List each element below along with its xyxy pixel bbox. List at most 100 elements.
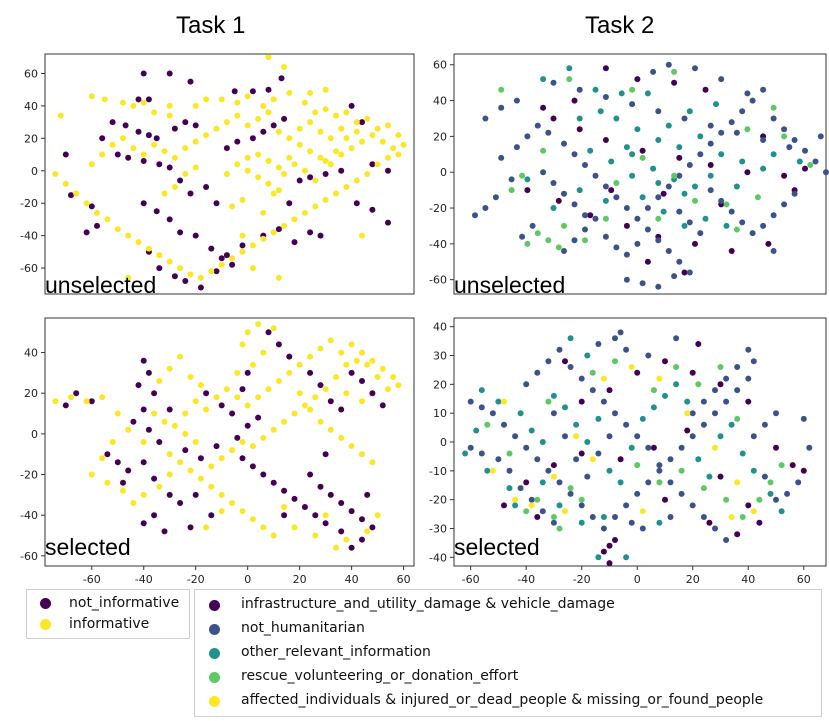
y-tick-label: 40 <box>433 321 447 334</box>
y-tick-label: -10 <box>429 465 447 478</box>
scatter-point <box>400 141 407 148</box>
scatter-point <box>562 358 568 365</box>
scatter-point <box>99 135 106 142</box>
scatter-point <box>571 237 578 244</box>
scatter-point <box>578 398 585 405</box>
scatter-point <box>166 112 173 119</box>
scatter-point <box>260 209 267 216</box>
scatter-point <box>161 528 168 535</box>
scatter-point <box>750 358 757 365</box>
scatter-point <box>62 151 69 158</box>
scatter-point <box>369 357 376 364</box>
scatter-point <box>156 483 163 490</box>
scatter-point <box>467 398 474 405</box>
scatter-point <box>791 137 798 143</box>
scatter-point <box>291 161 298 168</box>
scatter-point <box>270 190 277 197</box>
scatter-point <box>718 129 725 136</box>
scatter-point <box>734 387 741 394</box>
legend-marker-icon <box>40 598 51 609</box>
scatter-point <box>192 164 199 171</box>
scatter-point <box>629 101 636 108</box>
scatter-point <box>623 421 630 428</box>
scatter-point <box>153 135 160 142</box>
scatter-point <box>151 475 158 482</box>
scatter-point <box>550 519 557 526</box>
scatter-point <box>734 415 741 422</box>
scatter-point <box>697 230 704 237</box>
scatter-point <box>628 519 635 526</box>
y-tick-label: -40 <box>429 238 447 251</box>
scatter-point <box>296 390 303 397</box>
scatter-point <box>739 108 746 115</box>
scatter-point <box>723 496 730 503</box>
scatter-point <box>606 387 613 394</box>
scatter-point <box>327 398 334 405</box>
scatter-point <box>617 479 624 486</box>
scatter-point <box>187 524 194 531</box>
scatter-point <box>322 196 329 203</box>
scatter-point <box>582 162 588 168</box>
y-tick-label: 20 <box>433 378 447 391</box>
scatter-point <box>555 197 562 204</box>
scatter-point <box>171 184 178 190</box>
scatter-point <box>498 86 505 93</box>
scatter-point <box>374 512 381 519</box>
scatter-point <box>600 375 607 382</box>
scatter-point <box>623 144 630 151</box>
scatter-point <box>745 375 752 382</box>
scatter-point <box>617 456 624 463</box>
scatter-point <box>52 398 59 405</box>
scatter-point <box>187 78 194 85</box>
scatter-point <box>673 335 680 342</box>
scatter-point <box>576 115 583 122</box>
scatter-point <box>567 490 574 497</box>
scatter-point <box>234 138 241 145</box>
scatter-point <box>770 151 777 158</box>
scatter-point <box>166 164 173 171</box>
scatter-point <box>156 439 163 445</box>
scatter-point <box>374 161 381 168</box>
plot-frame <box>453 53 827 295</box>
scatter-point <box>359 451 365 458</box>
scatter-point <box>265 86 272 93</box>
scatter-point <box>177 177 184 184</box>
scatter-point <box>745 398 752 405</box>
scatter-point <box>322 86 329 93</box>
scatter-point <box>695 381 702 388</box>
y-tick-label: -40 <box>429 551 447 564</box>
scatter-point <box>723 201 730 208</box>
scatter-point <box>353 128 360 135</box>
scatter-point <box>166 491 173 498</box>
scatter-point <box>545 129 552 136</box>
scatter-point <box>656 479 663 486</box>
scatter-point <box>140 406 147 413</box>
legend-task1: not_informative informative <box>26 589 190 639</box>
scatter-point <box>208 483 215 490</box>
scatter-point <box>656 467 663 474</box>
scatter-point <box>650 165 657 172</box>
scatter-point <box>286 353 293 360</box>
scatter-point <box>501 502 507 509</box>
scatter-point <box>359 119 365 126</box>
scatter-point <box>104 451 111 458</box>
scatter-point <box>182 119 189 126</box>
scatter-point <box>203 184 210 190</box>
scatter-point <box>161 418 168 425</box>
scatter-point <box>700 398 707 405</box>
x-tick-label: 20 <box>293 573 307 586</box>
scatter-point <box>359 349 365 356</box>
scatter-point <box>218 255 225 262</box>
scatter-point <box>767 479 774 486</box>
scatter-point <box>151 141 158 148</box>
scatter-point <box>260 434 267 441</box>
y-tick-label: 20 <box>433 130 447 143</box>
scatter-point <box>584 439 591 445</box>
scatter-point <box>571 201 578 208</box>
scatter-point <box>369 524 376 531</box>
scatter-point <box>613 194 620 201</box>
scatter-point <box>255 151 262 158</box>
scatter-point <box>612 514 618 520</box>
scatter-point <box>539 508 546 515</box>
scatter-point <box>99 394 106 401</box>
